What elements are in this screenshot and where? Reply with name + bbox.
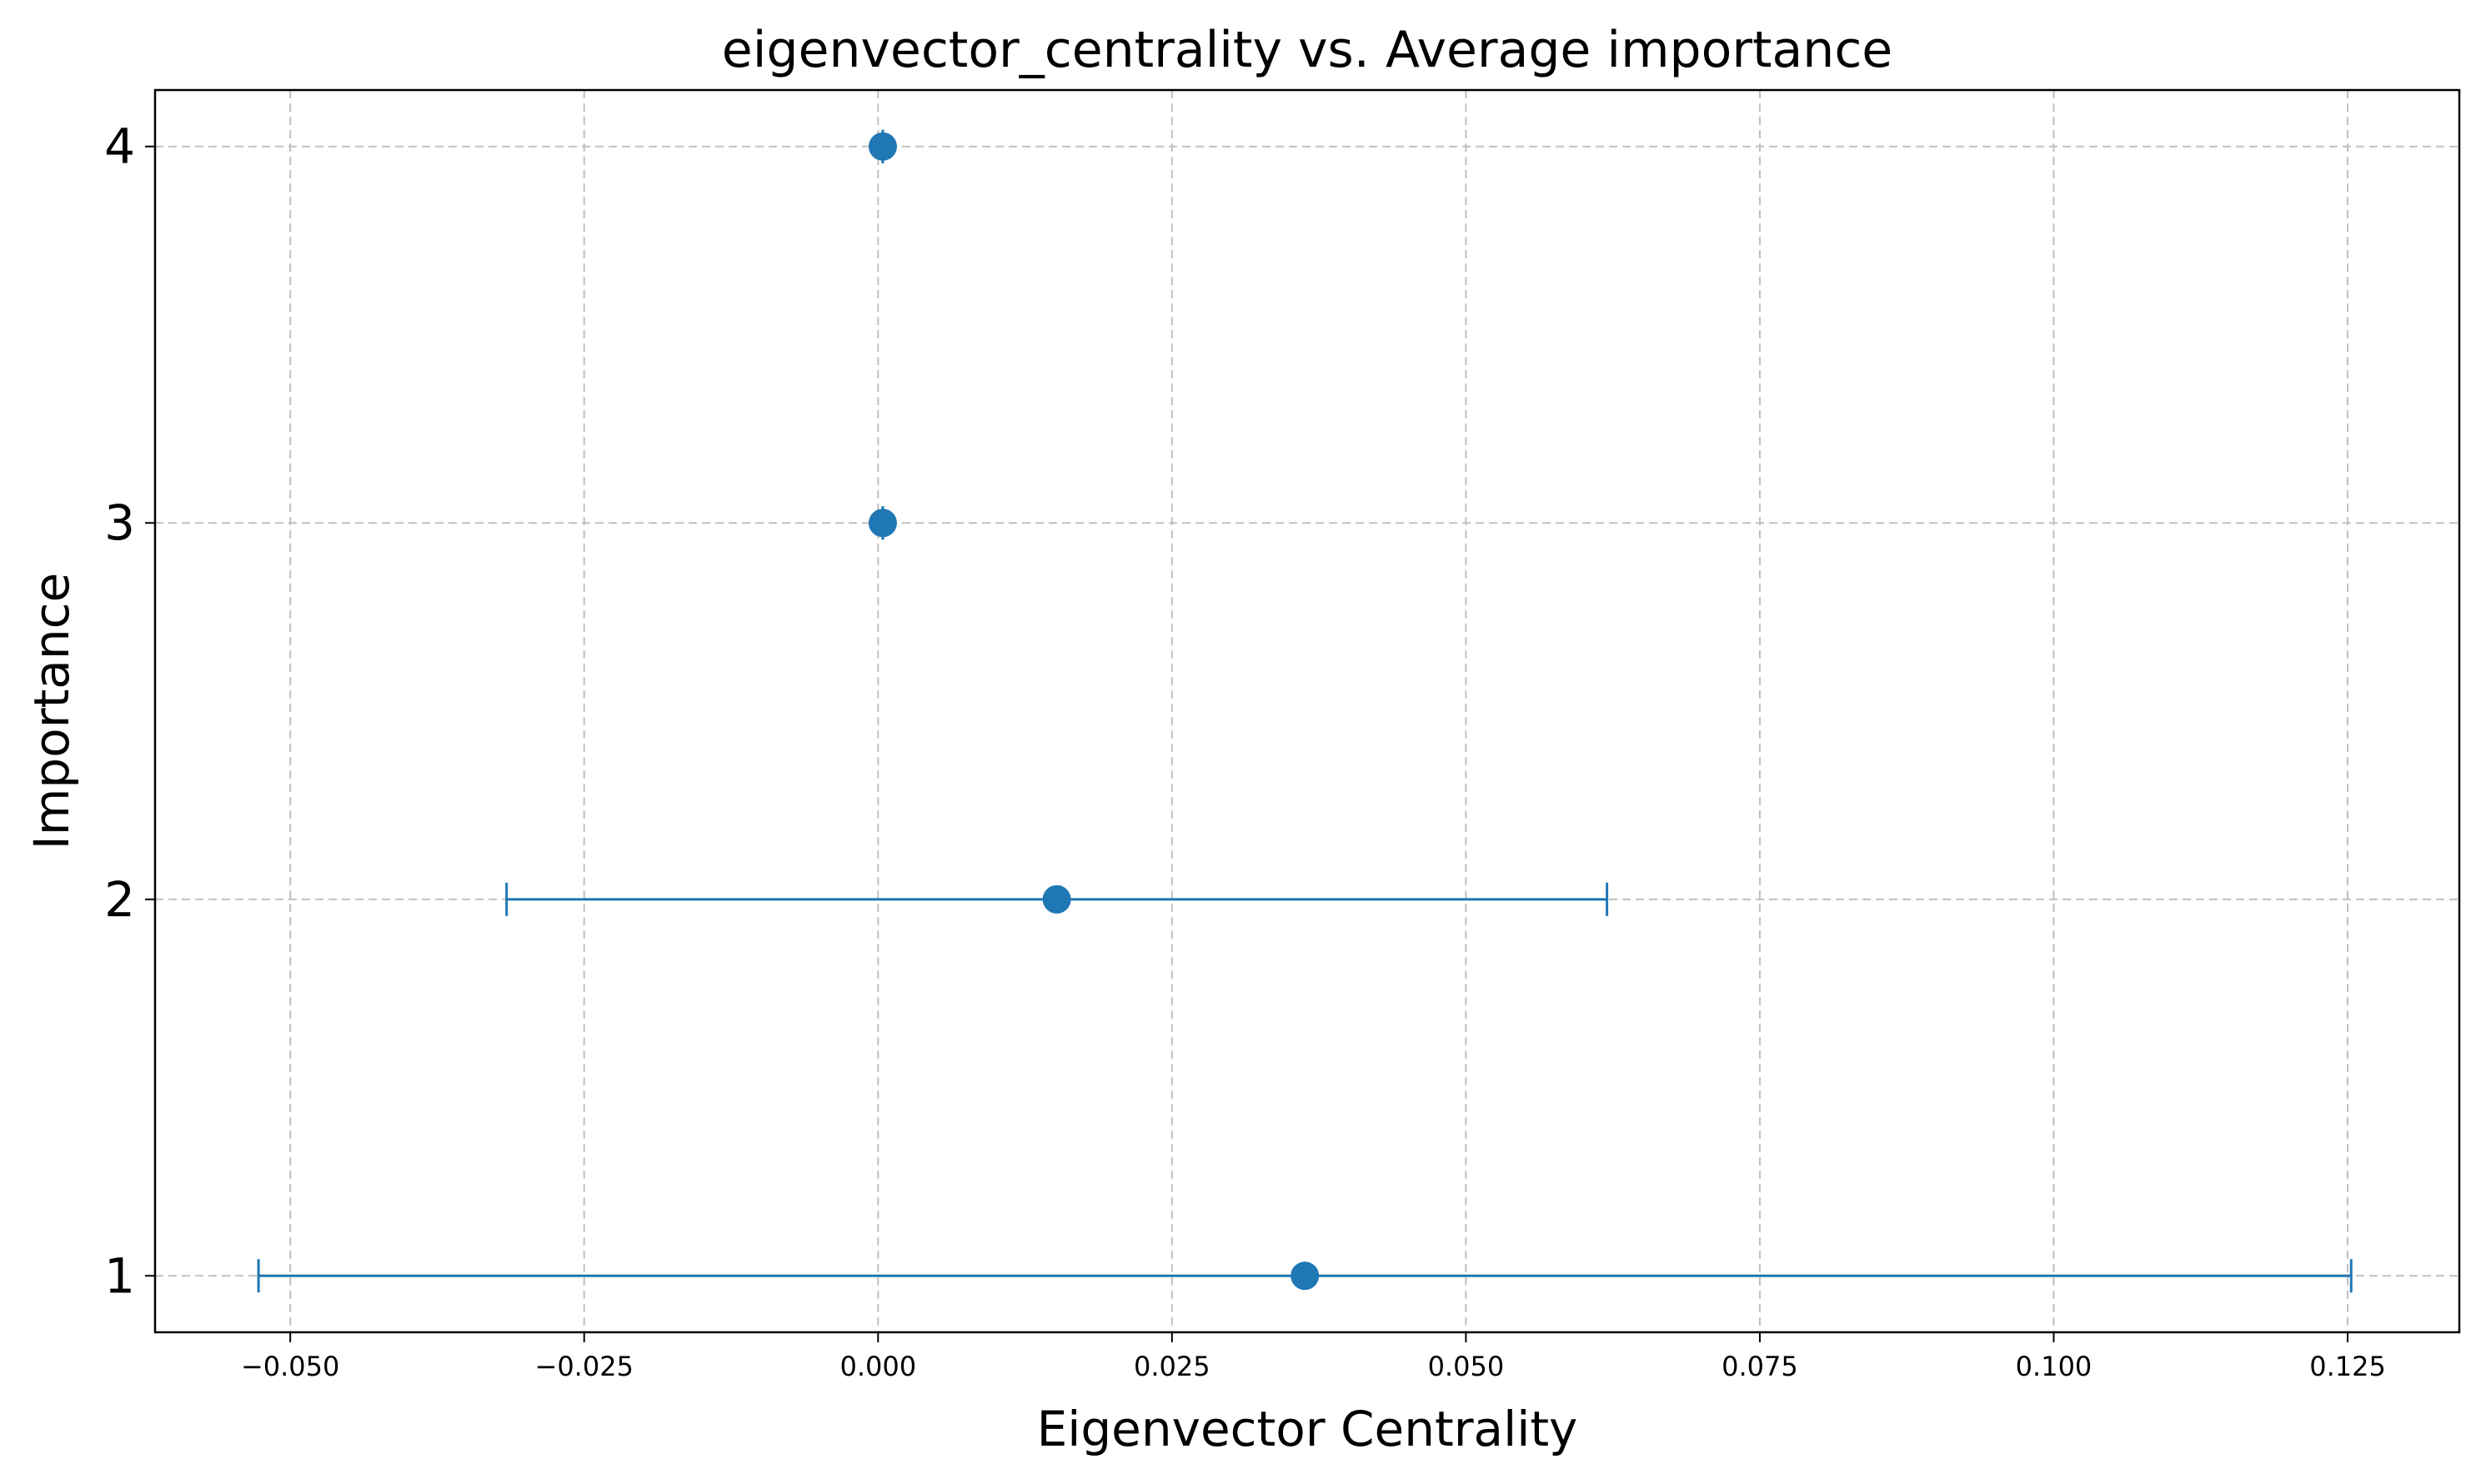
plot-frame [153, 88, 2461, 1334]
y-axis-label: Importance [23, 573, 80, 850]
x-tick-label: 0.125 [2309, 1351, 2386, 1382]
y-tick-label: 3 [104, 494, 135, 551]
chart-title: eigenvector_centrality vs. Average impor… [722, 21, 1892, 79]
error-bars [257, 129, 2353, 1293]
data-point [1291, 1261, 1320, 1291]
grid-lines [155, 90, 2459, 1332]
y-axis-ticks: 1 2 3 4 [104, 118, 155, 1304]
data-point [1042, 885, 1071, 914]
y-tick-label: 1 [104, 1247, 135, 1304]
data-points [868, 132, 1320, 1291]
y-tick-label: 2 [104, 871, 135, 928]
x-axis-label: Eigenvector Centrality [1037, 1401, 1578, 1457]
x-tick-label: 0.025 [1134, 1351, 1210, 1382]
x-tick-label: −0.025 [535, 1351, 634, 1382]
x-tick-label: 0.000 [840, 1351, 916, 1382]
x-tick-label: 0.075 [1722, 1351, 1798, 1382]
x-tick-label: −0.050 [241, 1351, 339, 1382]
x-tick-label: 0.050 [1428, 1351, 1505, 1382]
x-tick-label: 0.100 [2016, 1351, 2093, 1382]
data-point [868, 132, 897, 161]
x-axis-ticks: −0.050 −0.025 0.000 0.025 0.050 0.075 0.100 0.1… [241, 1332, 2386, 1382]
data-point [868, 509, 897, 538]
y-tick-label: 4 [104, 118, 135, 175]
